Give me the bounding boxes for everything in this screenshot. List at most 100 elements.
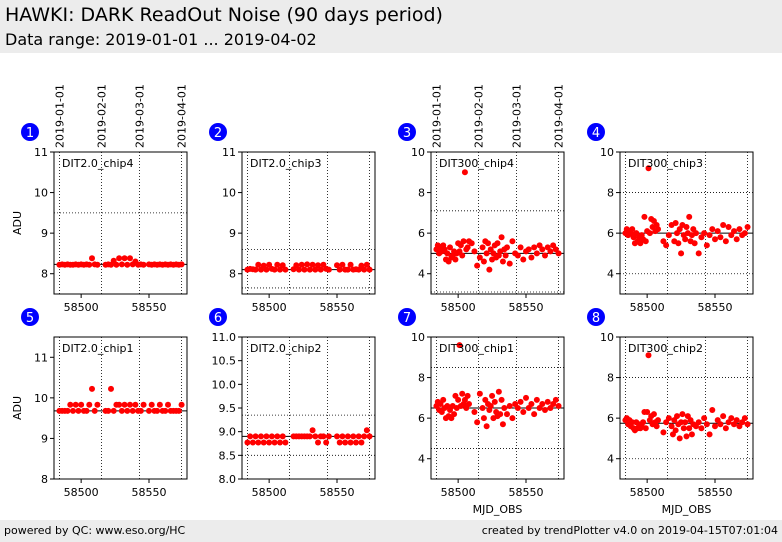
panel-8-data-point <box>688 431 695 438</box>
panel-6-ytick-label: 10.5 <box>212 355 237 368</box>
panel-7-data-point <box>480 415 487 422</box>
panel-5-data-point <box>140 401 147 408</box>
panel-5-data-point <box>110 407 117 414</box>
panel-3-ytick-label: 6 <box>418 227 425 240</box>
panel-5-number-badge <box>21 308 39 326</box>
panel-6-data-point <box>355 433 362 440</box>
panel-2-data-point <box>274 261 281 268</box>
panel-7-xtick-label: 58550 <box>509 486 544 499</box>
panel-7-data-point <box>498 396 505 403</box>
panel-7-data-point <box>533 396 540 403</box>
panel-4-xtick-label: 58550 <box>698 301 733 314</box>
panel-7-data-point <box>451 411 458 418</box>
panel-2-data-point <box>263 266 270 273</box>
panel-2-data-point <box>304 261 311 268</box>
panel-5-data-point <box>89 385 95 392</box>
panel-4-data-point <box>733 236 740 243</box>
panel-5-data-point <box>137 407 144 414</box>
panel-4-data-point <box>691 240 698 247</box>
panel-4-number-badge <box>587 123 605 141</box>
panel-4-data-point <box>672 220 679 226</box>
panel-4-data-point <box>722 238 729 245</box>
panel-7-data-point <box>539 400 546 407</box>
panel-2-data-point <box>298 261 305 268</box>
panel-5-data-point <box>165 401 171 408</box>
panel-6-data-point <box>320 433 327 440</box>
panel-6-data-point <box>350 433 357 440</box>
panel-8-data-point <box>680 425 687 432</box>
panel-1-data-point <box>118 261 125 268</box>
panel-4-data-point <box>683 224 690 231</box>
panel-2-data-point <box>279 262 286 269</box>
panel-1-data-point <box>89 255 95 262</box>
panel-8-data-point <box>712 423 718 430</box>
panel-4-series-label: DIT300_chip3 <box>628 157 703 170</box>
panel-8-data-point <box>695 419 702 426</box>
panel-8-data-point <box>683 433 690 440</box>
panel-5-data-point <box>129 407 136 414</box>
panel-8-data-point <box>717 421 724 428</box>
panel-2-ytick-label: 9 <box>229 227 236 240</box>
panel-7-number-badge <box>398 308 416 326</box>
panel-7-data-point <box>528 400 535 407</box>
panel-8-plot-frame <box>619 336 754 480</box>
panel-1-date-label: 2019-01-01 <box>53 84 66 148</box>
panel-6-data-point <box>279 433 286 440</box>
panel-7-data-point <box>479 405 486 411</box>
panel-8-data-point <box>674 413 680 420</box>
panel-2-data-point <box>293 262 300 269</box>
panel-7-data-point <box>489 392 496 399</box>
panel-4-data-point <box>703 242 710 249</box>
panel-5-data-point <box>83 407 90 414</box>
panel-6-data-point <box>353 439 359 446</box>
panel-2-data-point <box>325 266 332 273</box>
panel-5-data-point <box>116 401 123 408</box>
panel-5-data-point <box>132 401 139 408</box>
panel-7-ytick-label: 4 <box>418 453 425 466</box>
panel-7-data-point <box>517 398 524 405</box>
panel-3-data-point <box>476 254 483 261</box>
panel-6-data-point <box>271 439 278 446</box>
panel-6-data-point <box>334 433 340 440</box>
panel-4-data-point <box>736 226 743 233</box>
panel-3-ytick-label: 4 <box>418 268 425 281</box>
panel-6-data-point <box>339 433 346 440</box>
panel-5-data-point <box>70 407 76 414</box>
panel-3-data-point <box>517 244 524 251</box>
panel-7-plot-frame <box>430 336 565 480</box>
panel-1-date-label: 2019-04-01 <box>176 84 189 148</box>
panel-7-data-point <box>459 390 466 397</box>
panel-7-data-point <box>440 396 447 403</box>
panel-7-data-point <box>509 415 516 422</box>
panel-3-data-point <box>528 254 535 261</box>
panel-8-data-point <box>703 421 710 428</box>
panel-8-data-point <box>698 425 705 432</box>
panel-2-data-point <box>296 266 302 273</box>
panel-1-ytick-label: 8 <box>41 268 48 281</box>
panel-3-data-point <box>525 246 532 253</box>
panel-6-data-point <box>342 439 349 446</box>
panel-3-data-point <box>498 234 505 241</box>
panel-3-ytick-label: 10 <box>411 146 425 159</box>
panel-6-data-point <box>366 433 373 440</box>
panel-3-series-label: DIT300_chip4 <box>439 157 514 170</box>
panel-6-data-point <box>252 433 259 440</box>
panel-4-data-point <box>712 236 718 243</box>
panel-2-data-point <box>309 261 316 268</box>
panel-7-data-point <box>544 398 551 405</box>
panel-5-data-point <box>78 401 85 408</box>
panel-5-data-point <box>75 407 82 414</box>
panel-2-data-point <box>339 261 346 268</box>
panel-2-xtick-label: 58550 <box>320 301 355 314</box>
panel-6-xtick-label: 58500 <box>252 486 287 499</box>
panel-5-data-point <box>154 407 161 414</box>
panel-3-number-badge <box>398 123 416 141</box>
panel-7-data-point <box>491 398 498 405</box>
panel-6-number-badge <box>209 308 227 326</box>
panel-7-data-point <box>495 388 502 395</box>
panel-8-series-label: DIT300_chip2 <box>628 342 703 355</box>
panel-7-number-badge-text: 7 <box>403 311 411 326</box>
panel-8-data-point <box>676 435 683 442</box>
panel-4-data-point <box>695 250 702 257</box>
panel-5-data-point <box>108 385 114 392</box>
